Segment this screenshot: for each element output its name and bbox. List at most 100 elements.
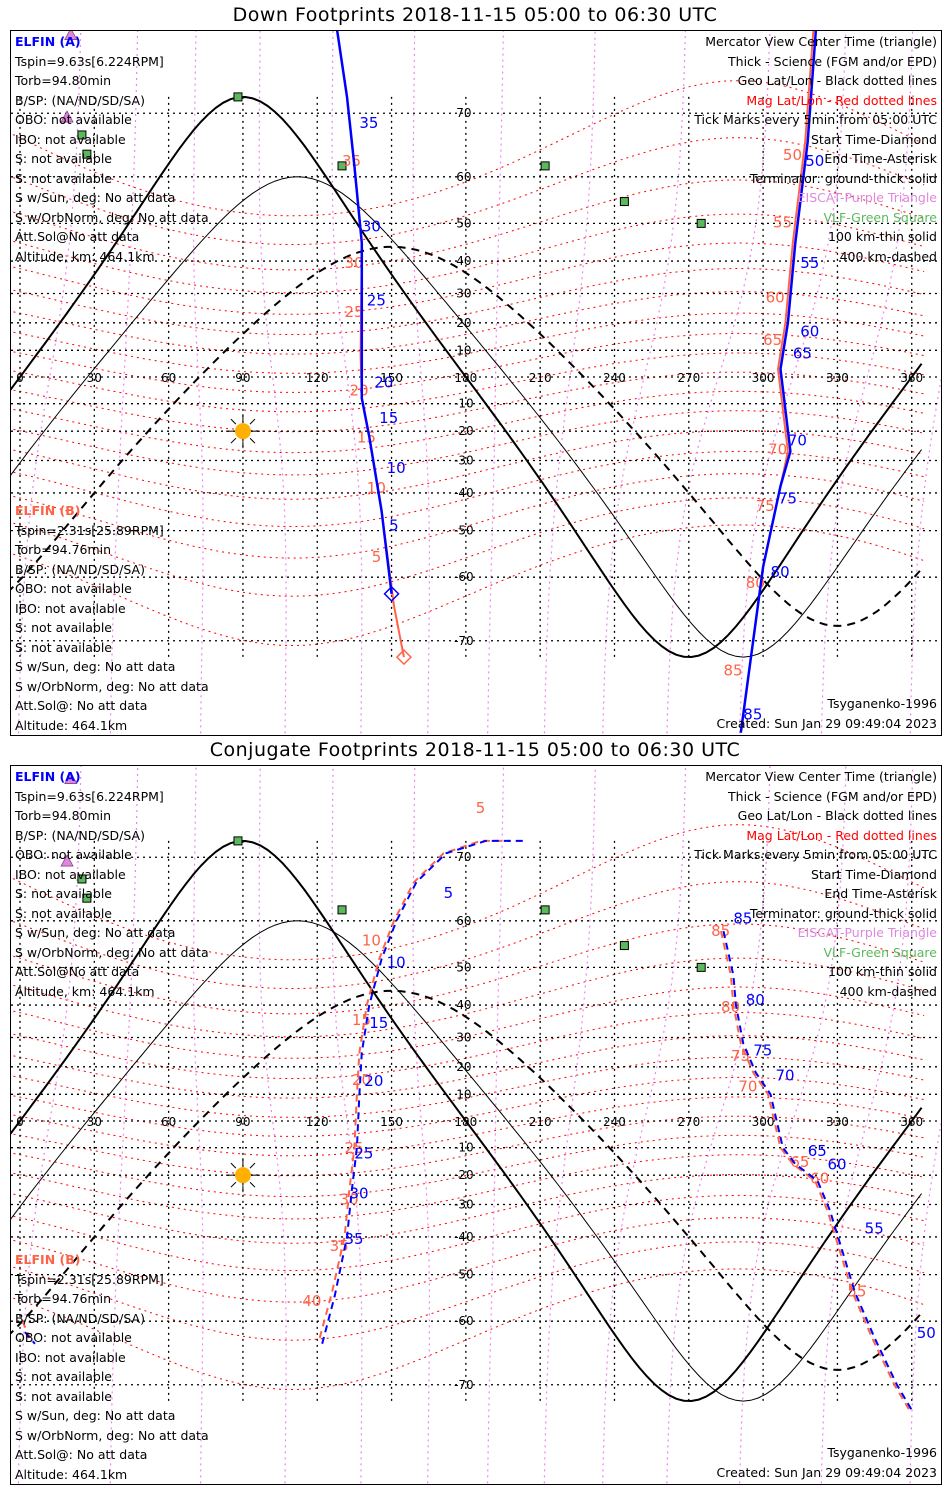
mag-lat-line — [11, 986, 925, 1059]
time-tick-label: 20 — [364, 1072, 383, 1090]
time-tick-label: 75 — [778, 490, 797, 508]
lat-tick-label: 30 — [456, 287, 471, 301]
lat-tick-label: -20 — [454, 424, 474, 438]
lat-tick-label: 50 — [456, 216, 471, 230]
mag-lat-line — [11, 312, 925, 374]
info-line: B/SP: (NA/ND/SD/SA) — [15, 827, 145, 843]
time-tick-label: 30 — [344, 254, 363, 272]
time-tick-label: 10 — [387, 953, 406, 971]
sun-icon — [225, 1158, 260, 1193]
info-line: S w/OrbNorm, deg: No att data — [15, 209, 209, 225]
legend-item: Thick - Science (FGM and/or EPD) — [728, 53, 937, 69]
terminator-400km-line — [11, 989, 923, 1371]
mag-lat-line — [11, 1174, 925, 1244]
legend-item: Mercator View Center Time (triangle) — [705, 34, 937, 49]
legend-item: Start Time-Diamond — [810, 131, 937, 147]
time-tick-label: 30 — [340, 1190, 359, 1208]
info-line: Torb=94.76min — [15, 1291, 112, 1306]
info-line: Att.Sol@: No att data — [15, 1447, 148, 1462]
time-tick-label: 50 — [917, 1324, 936, 1342]
mag-lat-line — [11, 371, 925, 433]
mag-lat-line — [11, 1217, 925, 1303]
vlf-square-icon — [233, 92, 243, 102]
lat-tick-label: -30 — [454, 453, 474, 467]
vlf-square-icon — [540, 905, 550, 915]
lon-tick-label: 240 — [603, 1115, 626, 1129]
legend-item: Start Time-Diamond — [810, 866, 937, 882]
lon-tick-label: 150 — [380, 1115, 403, 1129]
legend-item: 400 km-dashed — [839, 248, 937, 264]
elfin-a-info: ELFIN (A) Tspin=9.63s[6.224RPM] Torb=94.… — [15, 767, 209, 1001]
mag-meridian — [258, 31, 287, 735]
model-label: Tsyganenko-1996 — [827, 696, 937, 711]
info-line: Altitude: 464.1km — [15, 717, 128, 733]
mag-lat-line — [11, 450, 925, 528]
sun-ray — [230, 1181, 237, 1188]
map-footer: Tsyganenko-1996 Created: Sun Jan 29 09:4… — [717, 694, 937, 733]
lon-tick-label: 90 — [235, 1115, 250, 1129]
lat-tick-label: 60 — [456, 914, 471, 928]
info-line: S w/OrbNorm, deg: No att data — [15, 1427, 209, 1443]
lat-tick-label: -20 — [454, 1168, 474, 1182]
time-tick-label: 85 — [733, 909, 752, 927]
start-diamond-icon — [395, 649, 413, 666]
time-tick-label: 35 — [344, 1230, 363, 1248]
mag-lat-line — [11, 1194, 925, 1272]
mag-lat-line — [11, 390, 925, 454]
legend-item: Tick Marks every 5min from 05:00 UTC — [694, 847, 937, 862]
vlf-square-icon — [619, 197, 629, 207]
legend-item: VLF-Green Square — [823, 944, 937, 960]
time-tick-label: 15 — [379, 409, 398, 427]
info-line: OBO: not available — [15, 1330, 132, 1345]
vlf-square-icon — [82, 149, 92, 159]
time-tick-label: 65 — [793, 344, 812, 362]
vlf-square-icon — [82, 893, 92, 903]
lon-tick-label: 120 — [306, 1115, 329, 1129]
map-footer: Tsyganenko-1996 Created: Sun Jan 29 09:4… — [717, 1443, 937, 1482]
legend-item: 400 km-dashed — [839, 983, 937, 999]
legend-item: EISCAT-Purple Triangle — [797, 190, 937, 205]
mag-meridian — [666, 31, 771, 735]
lon-tick-label: 210 — [529, 371, 552, 385]
info-line: Torb=94.76min — [15, 542, 112, 557]
time-tick-label: 60 — [800, 323, 819, 341]
mag-lat-line — [11, 242, 925, 315]
time-tick-label: 70 — [768, 440, 787, 458]
track-line — [24, 1331, 36, 1345]
lat-tick-label: 40 — [456, 998, 471, 1012]
mag-lat-line — [11, 1056, 925, 1118]
vlf-square-icon — [233, 836, 243, 846]
lon-tick-label: 150 — [380, 371, 403, 385]
info-line: S w/Sun, deg: No att data — [15, 925, 176, 940]
track-line — [335, 31, 393, 595]
sun-ray — [230, 1162, 237, 1169]
lat-tick-label: 40 — [456, 254, 471, 268]
map-legend: Mercator View Center Time (triangle) Thic… — [694, 32, 937, 266]
time-tick-label: 5 — [372, 548, 382, 566]
eiscat-triangle-icon — [64, 771, 78, 784]
mag-lat-line — [11, 430, 925, 500]
mag-meridian — [412, 31, 430, 735]
lon-tick-label: 90 — [235, 371, 250, 385]
mag-lat-line — [11, 497, 925, 597]
info-line: S: not available — [15, 639, 112, 655]
time-tick-label: 55 — [800, 254, 819, 272]
info-line: S: not available — [15, 1388, 112, 1404]
lat-tick-label: 30 — [456, 1031, 471, 1045]
info-line: Tspin=9.63s[6.224RPM] — [15, 788, 164, 804]
time-tick-label: 30 — [349, 1184, 368, 1202]
map-panel-conjugate: 70 60 50 40 30 20 10 -10 -20 -30 -40 -50 -60 -70 0 30 60… — [10, 765, 942, 1485]
legend-item: End Time-Asterisk — [824, 151, 937, 166]
legend-item: End Time-Asterisk — [824, 886, 937, 901]
terminator-400km-line — [11, 245, 923, 627]
sun-ray — [230, 437, 237, 444]
lat-tick-label: -50 — [454, 524, 474, 538]
time-tick-label: 25 — [354, 1145, 373, 1163]
info-line: IBO: not available — [15, 866, 126, 882]
panel-title-down: Down Footprints 2018-11-15 05:00 to 06:3… — [232, 4, 718, 26]
sun-disc — [234, 1167, 251, 1184]
vlf-square-icon — [77, 130, 87, 140]
info-line: S: not available — [15, 170, 112, 186]
info-line: Altitude, km: 464.1km — [15, 983, 155, 999]
